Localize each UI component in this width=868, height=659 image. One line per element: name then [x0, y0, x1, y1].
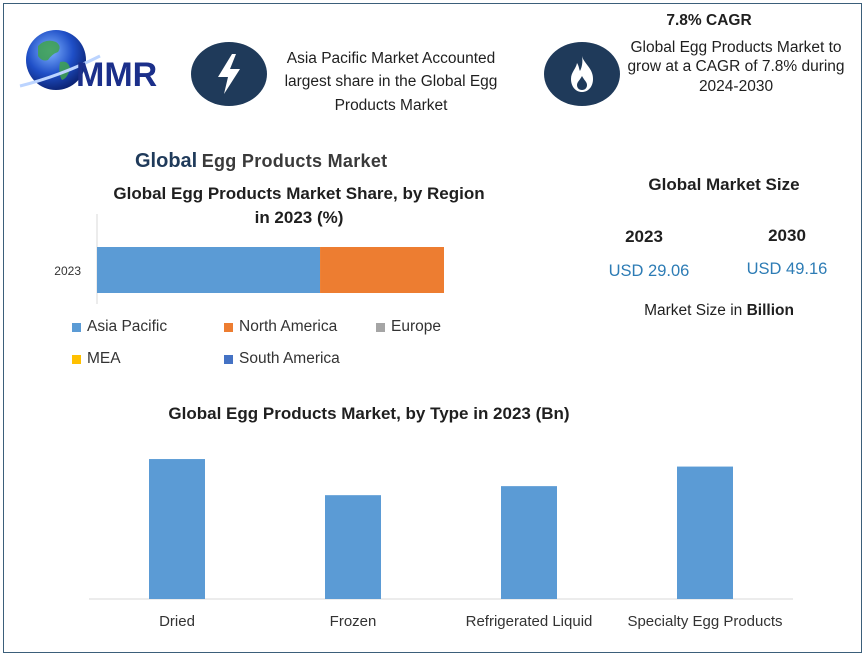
market-size-unit-prefix: Market Size in — [644, 302, 743, 319]
page-title-part2: Egg Products Market — [201, 151, 388, 171]
legend-item-mea: MEA — [72, 350, 121, 368]
type-chart-title: Global Egg Products Market, by Type in 2… — [168, 404, 570, 423]
column-category-label: Specialty Egg Products — [627, 613, 782, 630]
right-callout-line: grow at a CAGR of 7.8% during — [627, 58, 845, 76]
market-size-heading: Global Market Size — [648, 175, 800, 194]
right-callout: Global Egg Products Market to grow at a … — [616, 38, 856, 96]
market-size-unit-bold: Billion — [746, 302, 794, 319]
region-chart-title-line: in 2023 (%) — [254, 207, 344, 227]
right-callout-line: 2024-2030 — [698, 77, 774, 95]
flame-badge — [544, 42, 620, 106]
legend-item-north-america: North America — [224, 318, 337, 336]
logo-text: MMR — [76, 56, 157, 94]
legend-label: MEA — [87, 350, 121, 367]
market-size-year-2023: 2023 — [625, 227, 663, 246]
column-bar — [325, 495, 381, 599]
market-size-value-2030: USD 49.16 — [746, 260, 828, 278]
legend-swatch — [72, 354, 81, 364]
stacked-bar-segment — [320, 247, 444, 293]
legend-item-south-america: South America — [224, 350, 340, 368]
market-size-year-2030: 2030 — [768, 226, 806, 245]
legend-item-europe: Europe — [376, 318, 441, 336]
page-title-part1: Global — [135, 150, 198, 172]
region-chart-title: Global Egg Products Market Share, by Reg… — [99, 182, 499, 230]
legend-label: North America — [239, 318, 338, 335]
lightning-badge — [191, 42, 267, 106]
market-size-unit: Market Size in Billion — [604, 299, 834, 322]
column-bar — [677, 466, 733, 599]
column-category-label: Refrigerated Liquid — [466, 613, 593, 630]
column-category-label: Frozen — [330, 613, 377, 630]
cagr-label: 7.8% CAGR — [666, 12, 752, 29]
column-bar — [149, 459, 205, 599]
left-callout-line: largest share in the Global Egg — [284, 73, 498, 91]
legend-item-asia-pacific: Asia Pacific — [72, 318, 167, 336]
legend-swatch — [376, 322, 385, 332]
column-category-label: Dried — [159, 613, 195, 630]
category-label: 2023 — [54, 264, 81, 278]
legend-label: Asia Pacific — [87, 318, 168, 335]
market-size-value-2023: USD 29.06 — [608, 262, 690, 280]
legend-swatch — [72, 322, 81, 332]
legend-swatch — [224, 322, 233, 332]
mmr-logo: MMR — [19, 30, 157, 94]
legend-label: Europe — [391, 318, 441, 335]
left-callout-line: Asia Pacific Market Accounted — [286, 50, 496, 67]
region-chart-title-line: Global Egg Products Market Share, by Reg… — [113, 184, 485, 203]
type-column-chart: Dried Frozen Refrigerated Liquid Specialty … — [89, 459, 793, 630]
flame-icon — [571, 56, 593, 92]
legend-label: South America — [239, 350, 340, 367]
region-share-chart: 2023 — [54, 214, 444, 304]
right-callout-line: Global Egg Products Market to — [630, 39, 842, 56]
left-callout: Asia Pacific Market Accounted largest sh… — [266, 47, 516, 117]
lightning-bolt-icon — [218, 54, 240, 94]
page-title: Global Egg Products Market — [135, 150, 387, 173]
left-callout-line: Products Market — [334, 96, 448, 114]
stacked-bar-segment — [97, 247, 321, 293]
column-bar — [501, 486, 557, 599]
infographic-frame: MMR Asia Pacific Market Accounted larges… — [3, 3, 862, 653]
legend-swatch — [224, 354, 233, 364]
